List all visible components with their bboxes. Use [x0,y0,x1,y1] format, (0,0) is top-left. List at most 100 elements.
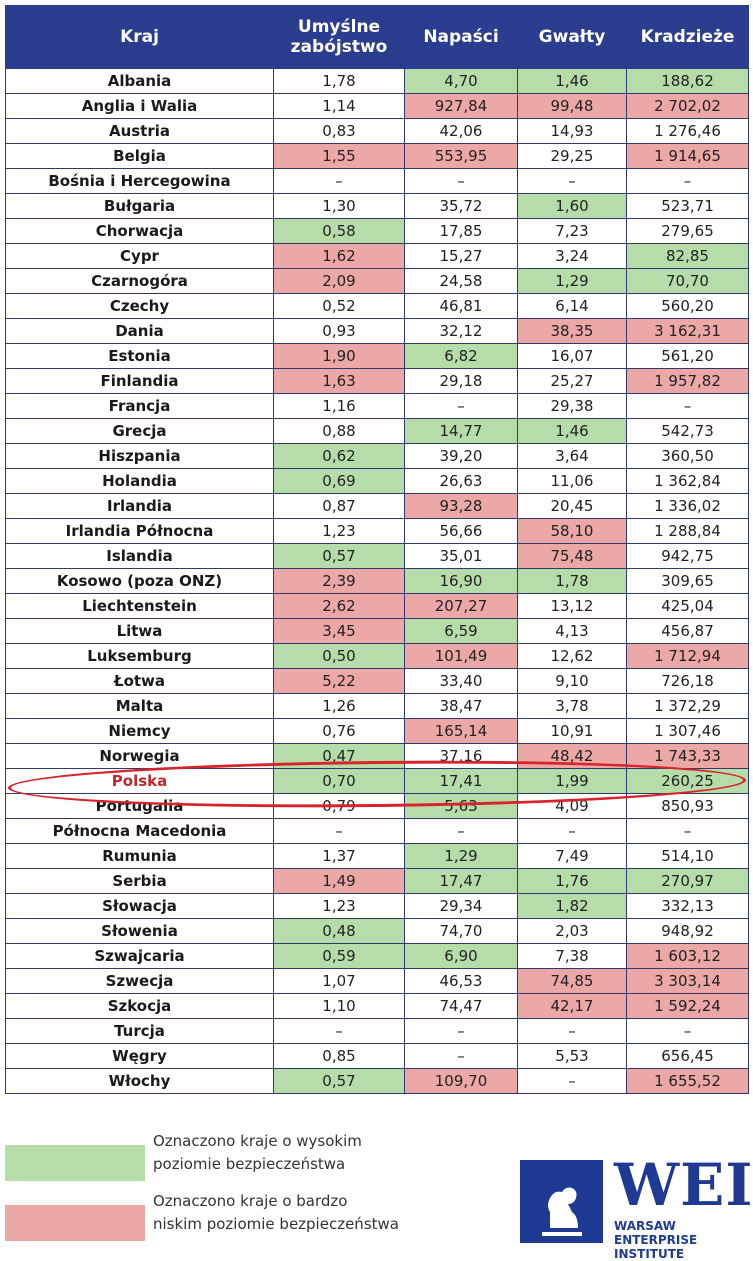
table-row: Rumunia 1,37 1,29 7,49 514,10 [5,843,749,869]
homicide-cell: 0,70 [273,768,405,794]
table-row: Irlandia Północna 1,23 56,66 58,10 1 288,84 [5,518,749,544]
table-row: Szwajcaria 0,59 6,90 7,38 1 603,12 [5,943,749,969]
country-cell: Słowenia [5,918,274,944]
thefts-cell: – [626,1018,749,1044]
homicide-cell: – [273,818,405,844]
assaults-cell: 35,72 [404,193,518,219]
rapes-cell: 1,29 [517,268,627,294]
rapes-cell: 11,06 [517,468,627,494]
country-cell: Irlandia [5,493,274,519]
assaults-cell: 46,53 [404,968,518,994]
rapes-cell: 4,09 [517,793,627,819]
column-header-homicide: Umyślne zabójstwo [273,5,405,69]
country-cell: Estonia [5,343,274,369]
rapes-cell: 1,46 [517,68,627,94]
rapes-cell: 29,25 [517,143,627,169]
thefts-cell: 1 592,24 [626,993,749,1019]
table-row: Hiszpania 0,62 39,20 3,64 360,50 [5,443,749,469]
thefts-cell: 425,04 [626,593,749,619]
thefts-cell: 656,45 [626,1043,749,1069]
assaults-cell: 17,85 [404,218,518,244]
table-row: Albania 1,78 4,70 1,46 188,62 [5,68,749,94]
rapes-cell: 42,17 [517,993,627,1019]
assaults-cell: 5,63 [404,793,518,819]
table-row: Słowacja 1,23 29,34 1,82 332,13 [5,893,749,919]
legend-green-line1: Oznaczono kraje o wysokim [153,1132,362,1150]
country-cell: Słowacja [5,893,274,919]
country-cell: Finlandia [5,368,274,394]
assaults-cell: 32,12 [404,318,518,344]
assaults-cell: 42,06 [404,118,518,144]
thefts-cell: 1 743,33 [626,743,749,769]
assaults-cell: 165,14 [404,718,518,744]
table-row: Węgry 0,85–5,53 656,45 [5,1043,749,1069]
column-header-thefts: Kradzieże [626,5,749,69]
thefts-cell: 360,50 [626,443,749,469]
homicide-cell: – [273,168,405,194]
legend-red-line2: niskim poziomie bezpieczeństwa [153,1215,399,1233]
country-cell: Bułgaria [5,193,274,219]
assaults-cell: 33,40 [404,668,518,694]
country-cell: Węgry [5,1043,274,1069]
thefts-cell: 70,70 [626,268,749,294]
country-cell: Albania [5,68,274,94]
assaults-cell: 1,29 [404,843,518,869]
homicide-cell: 0,58 [273,218,405,244]
homicide-cell: 0,48 [273,918,405,944]
country-cell: Malta [5,693,274,719]
table-row: Norwegia 0,47 37,16 48,42 1 743,33 [5,743,749,769]
rapes-cell: 58,10 [517,518,627,544]
thefts-cell: 2 702,02 [626,93,749,119]
assaults-cell: 37,16 [404,743,518,769]
country-cell: Cypr [5,243,274,269]
table-row: Litwa 3,45 6,59 4,13 456,87 [5,618,749,644]
country-cell: Łotwa [5,668,274,694]
rapes-cell: – [517,1068,627,1094]
thefts-cell: 560,20 [626,293,749,319]
homicide-cell: 1,23 [273,518,405,544]
table-body: Albania 1,78 4,70 1,46 188,62 Anglia i Walia 1… [5,68,749,1094]
homicide-cell: 0,69 [273,468,405,494]
rapes-cell: 3,64 [517,443,627,469]
rapes-cell: 38,35 [517,318,627,344]
country-cell: Anglia i Walia [5,93,274,119]
homicide-cell: 1,62 [273,243,405,269]
table-row: Bośnia i Hercegowina – – – – [5,168,749,194]
assaults-cell: 17,47 [404,868,518,894]
assaults-cell: – [404,393,518,419]
rapes-cell: – [517,818,627,844]
homicide-cell: 0,83 [273,118,405,144]
thefts-cell: 942,75 [626,543,749,569]
thefts-cell: 279,65 [626,218,749,244]
legend-red-text: Oznaczono kraje o bardzo niskim poziomie… [153,1190,399,1236]
table-row: Włochy 0,57 109,70–1 655,52 [5,1068,749,1094]
assaults-cell: 56,66 [404,518,518,544]
assaults-cell: 109,70 [404,1068,518,1094]
table-row: Szkocja 1,10 74,47 42,17 1 592,24 [5,993,749,1019]
assaults-cell: – [404,818,518,844]
rapes-cell: 6,14 [517,293,627,319]
homicide-cell: 3,45 [273,618,405,644]
thefts-cell: 260,25 [626,768,749,794]
legend-red-line1: Oznaczono kraje o bardzo [153,1192,348,1210]
thefts-cell: 514,10 [626,843,749,869]
country-cell: Czechy [5,293,274,319]
thefts-cell: 1 276,46 [626,118,749,144]
country-cell: Norwegia [5,743,274,769]
country-cell: Grecja [5,418,274,444]
rapes-cell: – [517,1018,627,1044]
rapes-cell: 1,46 [517,418,627,444]
table-row: Polska 0,70 17,41 1,99 260,25 [5,768,749,794]
country-cell: Kosowo (poza ONZ) [5,568,274,594]
thefts-cell: 309,65 [626,568,749,594]
rapes-cell: 16,07 [517,343,627,369]
homicide-cell: 1,26 [273,693,405,719]
thefts-cell: 726,18 [626,668,749,694]
table-row: Północna Macedonia – – – – [5,818,749,844]
homicide-cell: 0,59 [273,943,405,969]
country-cell: Holandia [5,468,274,494]
thefts-cell: – [626,818,749,844]
homicide-cell: 2,62 [273,593,405,619]
country-cell: Włochy [5,1068,274,1094]
thinker-statue-icon [520,1160,603,1243]
